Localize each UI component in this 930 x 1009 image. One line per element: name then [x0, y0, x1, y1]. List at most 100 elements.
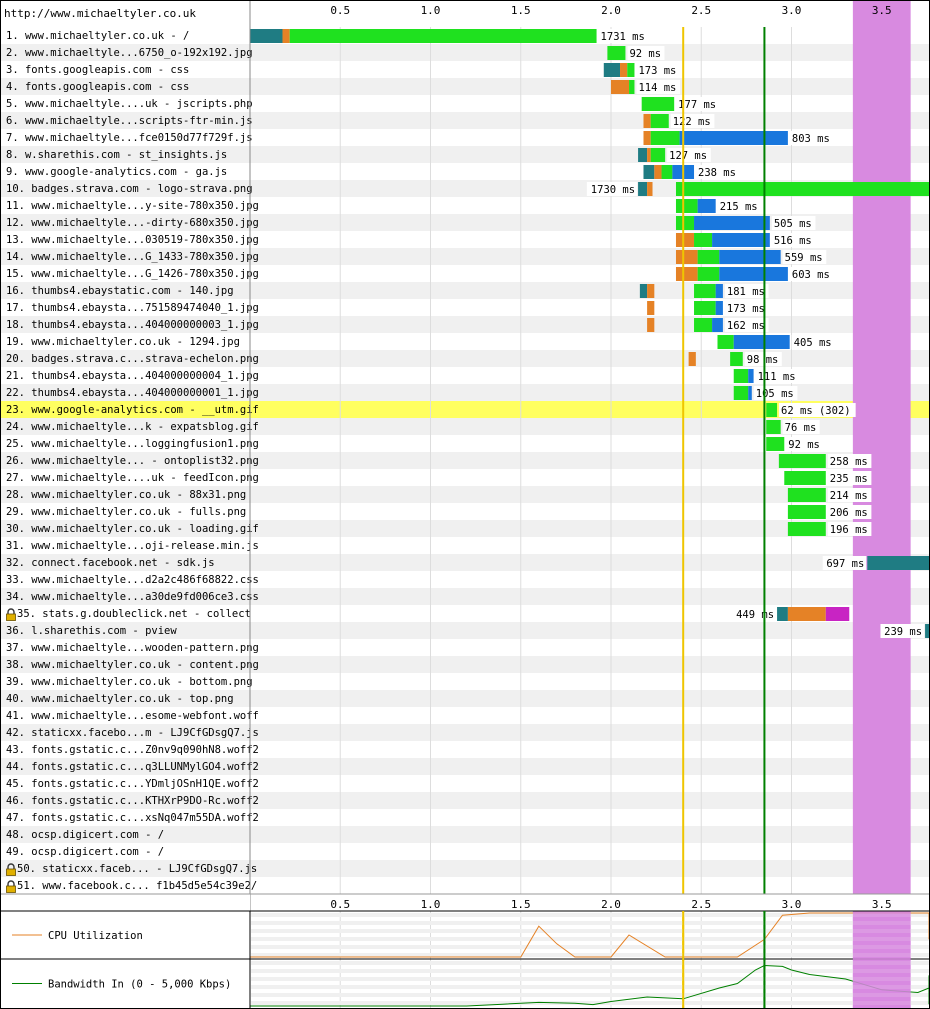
time-label: 76 ms — [785, 422, 817, 434]
time-label: 92 ms — [788, 439, 820, 451]
request-label: 27. www.michaeltyle....uk - feedIcon.png — [6, 472, 259, 484]
request-label: 34. www.michaeltyle...a30de9fd006ce3.css — [6, 591, 259, 603]
bottom-axis-label-bg — [0, 894, 250, 911]
label-cell — [0, 248, 250, 265]
time-label-bg — [696, 165, 740, 179]
bar-connect — [647, 182, 653, 196]
request-label: 29. www.michaeltyler.co.uk - fulls.png — [6, 506, 246, 518]
bar-dns — [603, 63, 621, 77]
x-tick-label: 1.0 — [421, 898, 441, 911]
bar-ttfb — [787, 505, 826, 519]
marker-lines — [339, 0, 911, 1009]
time-label-bg — [791, 335, 836, 349]
x-tick-label: 1.5 — [511, 898, 531, 911]
time-label-bg — [724, 284, 769, 298]
label-cell — [0, 520, 250, 537]
request-label: 41. www.michaeltyle...esome-webfont.woff — [6, 710, 259, 722]
time-label-bg — [667, 148, 711, 162]
bar-ttfb — [733, 369, 749, 383]
request-label: 49. ocsp.digicert.com - / — [6, 846, 164, 858]
request-label: 7. www.michaeltyle...fce0150d77f729f.js — [6, 132, 253, 144]
lock-shackle — [7, 608, 15, 614]
bar-download — [715, 284, 723, 298]
x-tick-label: 1.5 — [511, 4, 531, 17]
time-label: 98 ms — [747, 354, 779, 366]
x-tick-label: 2.0 — [601, 898, 621, 911]
time-label-bg — [755, 369, 800, 383]
request-label: 45. fonts.gstatic.c...YDmljOSnH1QE.woff2 — [6, 778, 259, 790]
x-tick-label: 1.0 — [421, 4, 441, 17]
axis-header — [0, 0, 930, 27]
bandwidth-graph-stripe — [251, 969, 930, 973]
page-url: http://www.michaeltyler.co.uk — [4, 7, 196, 20]
time-label-bg — [880, 624, 925, 638]
bar-ttfb — [697, 267, 720, 281]
bar-dns — [867, 556, 930, 570]
bar-ssl — [825, 607, 850, 621]
bar-connect — [688, 352, 696, 366]
time-label: 127 ms — [669, 150, 707, 162]
time-label: 62 ms (302) — [781, 405, 851, 417]
label-cell — [0, 554, 250, 571]
lock-icon — [6, 608, 16, 621]
time-label: 196 ms — [830, 524, 868, 536]
time-label: 111 ms — [758, 371, 796, 383]
label-cell — [0, 435, 250, 452]
label-cell — [0, 775, 250, 792]
label-cell — [0, 401, 250, 418]
label-cell — [0, 214, 250, 231]
label-cell — [0, 860, 250, 877]
request-label: 33. www.michaeltyle...d2a2c486f68822.css — [6, 574, 259, 586]
cpu-graph-stripe — [251, 953, 930, 957]
bar-ttfb — [787, 488, 826, 502]
time-label-bg — [724, 318, 769, 332]
bar-dns — [250, 29, 283, 43]
request-label: 23. www.google-analytics.com - __utm.gif — [6, 404, 259, 416]
label-cell — [0, 469, 250, 486]
request-label: 13. www.michaeltyle...030519-780x350.jpg — [6, 234, 259, 246]
bar-ttfb — [694, 301, 716, 315]
time-label-bg — [786, 437, 824, 451]
label-cell — [0, 571, 250, 588]
time-label: 697 ms — [826, 558, 864, 570]
bandwidth-graph-stripe — [251, 993, 930, 997]
bottom-axis-bg — [251, 894, 930, 911]
lock-body — [6, 613, 16, 621]
request-label: 30. www.michaeltyler.co.uk - loading.gif — [6, 523, 259, 535]
request-label: 42. staticxx.facebo...m - LJ9CfGDsgQ7.js — [6, 727, 259, 739]
time-axes: 0.51.01.52.02.53.03.54.04.55.05.56.06.57… — [0, 4, 930, 911]
bar-connect — [643, 114, 651, 128]
time-label-bg — [724, 301, 769, 315]
bar-connect — [282, 29, 290, 43]
request-labels: 1. www.michaeltyler.co.uk - / 2. www.mich… — [0, 0, 259, 1009]
bar-ttfb — [694, 233, 713, 247]
pink-window-band-graph — [852, 912, 911, 1009]
bar-ttfb — [627, 63, 635, 77]
label-cell — [0, 656, 250, 673]
label-cell — [0, 690, 250, 707]
time-label: 214 ms — [830, 490, 868, 502]
time-label-bg — [771, 233, 816, 247]
label-cell — [0, 503, 250, 520]
bar-dns — [638, 148, 648, 162]
lock-shackle — [7, 880, 15, 886]
request-label: 44. fonts.gstatic.c...q3LLUNMylGO4.woff2 — [6, 761, 259, 773]
lock-icon — [6, 863, 16, 876]
bar-ttfb — [675, 199, 698, 213]
bandwidth-graph-stripe — [251, 1001, 930, 1005]
bar-connect — [647, 301, 655, 315]
label-cell — [0, 316, 250, 333]
request-label: 18. thumbs4.ebaysta...404000000003_1.jpg — [6, 319, 259, 331]
label-cell — [0, 367, 250, 384]
x-tick-label: 3.5 — [872, 898, 892, 911]
bar-ttfb — [694, 284, 716, 298]
time-label: 603 ms — [792, 269, 830, 281]
label-cell — [0, 384, 250, 401]
bar-ttfb — [766, 420, 781, 434]
bar-ttfb — [650, 148, 666, 162]
request-label: 17. thumbs4.ebaysta...751589474040_1.jpg — [6, 302, 259, 314]
bar-ttfb — [641, 97, 675, 111]
label-cell — [0, 350, 250, 367]
bar-dns — [638, 182, 648, 196]
request-label: 16. thumbs4.ebaystatic.com - 140.jpg — [6, 285, 234, 297]
